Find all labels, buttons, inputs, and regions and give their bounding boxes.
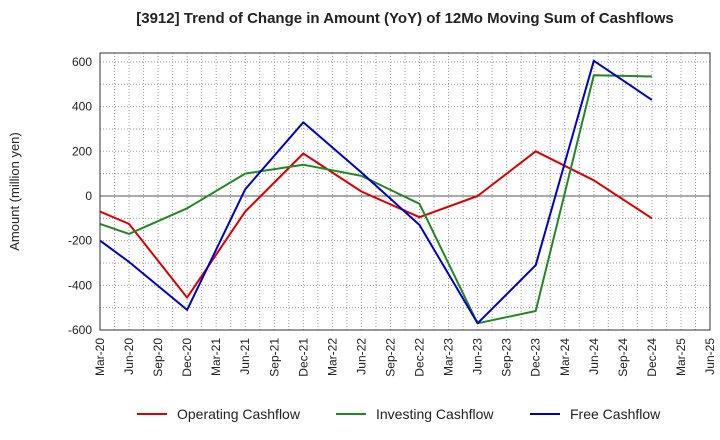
x-tick-label: Jun-23: [471, 338, 485, 375]
x-tick-label: Jun-22: [354, 338, 368, 375]
y-tick-label: -600: [68, 323, 92, 337]
x-tick-label: Dec-20: [180, 338, 194, 377]
legend: Operating Cashflow Investing Cashflow Free…: [137, 406, 661, 422]
x-tick-label: Dec-21: [296, 338, 310, 377]
legend-label: Investing Cashflow: [376, 406, 494, 422]
x-tick-label: Mar-20: [93, 338, 107, 376]
y-tick-label: 600: [72, 55, 92, 69]
x-tick-label: Sep-22: [383, 338, 397, 377]
y-tick-label: -400: [68, 278, 92, 292]
grid: [99, 53, 711, 331]
series-line-free-cashflow: [99, 59, 653, 325]
series-line-operating-cashflow: [99, 150, 653, 299]
x-tick-label: Mar-21: [209, 338, 223, 376]
x-tick-label: Jun-24: [587, 338, 601, 375]
x-tick-label: Sep-21: [267, 338, 281, 377]
x-tick-label: Sep-24: [616, 338, 630, 377]
x-tick-label: Dec-24: [645, 338, 659, 377]
x-tick-label: Mar-22: [325, 338, 339, 376]
series-lines: [99, 59, 653, 325]
y-tick-label: 0: [85, 189, 92, 203]
series-line-investing-cashflow: [99, 74, 652, 325]
x-tick-label: Sep-20: [151, 338, 165, 377]
x-tick-label: Jun-20: [122, 338, 136, 375]
x-tick-label: Jun-21: [238, 338, 252, 375]
x-tick-label: Mar-23: [442, 338, 456, 376]
y-axis-title: Amount (million yen): [7, 132, 22, 251]
chart-title: [3912] Trend of Change in Amount (YoY) o…: [136, 10, 674, 27]
plot-frame: [99, 52, 711, 331]
x-tick-label: Jun-25: [703, 338, 717, 375]
legend-label: Free Cashflow: [570, 406, 661, 422]
legend-label: Operating Cashflow: [177, 406, 301, 422]
y-tick-label: 200: [72, 144, 92, 158]
x-tick-label: Dec-22: [413, 338, 427, 377]
x-tick-label: Dec-23: [529, 338, 543, 377]
x-tick-label: Sep-23: [500, 338, 514, 377]
y-tick-label: 400: [72, 100, 92, 114]
x-tick-label: Mar-25: [674, 338, 688, 376]
y-tick-label: -200: [68, 234, 92, 248]
x-tick-label: Mar-24: [558, 338, 572, 376]
